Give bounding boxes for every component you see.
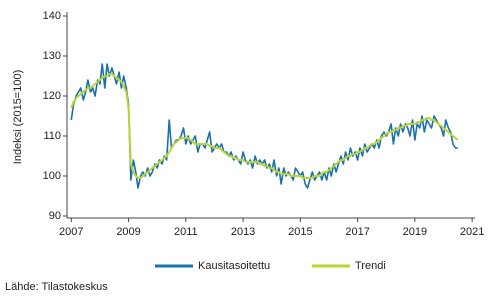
y-tick-label: 130 xyxy=(43,50,61,62)
x-tick-label: 2019 xyxy=(403,226,427,238)
y-tick-label: 90 xyxy=(49,210,61,222)
x-tick-label: 2015 xyxy=(288,226,312,238)
x-tick-label: 2013 xyxy=(231,226,255,238)
x-tick-label: 2021 xyxy=(460,226,484,238)
legend-label: Kausitasoitettu xyxy=(198,260,270,272)
y-tick-label: 120 xyxy=(43,90,61,102)
y-tick-label: 110 xyxy=(43,130,61,142)
x-tick-label: 2011 xyxy=(174,226,198,238)
x-tick-label: 2017 xyxy=(345,226,369,238)
y-tick-label: 100 xyxy=(43,170,61,182)
y-axis-label: Indeksi (2015=100) xyxy=(12,70,24,164)
x-tick-label: 2007 xyxy=(59,226,83,238)
series-line xyxy=(70,73,459,179)
series-line xyxy=(70,63,458,189)
source: Lähde: Tilastokeskus xyxy=(5,281,108,293)
x-tick-label: 2009 xyxy=(116,226,140,238)
legend-label: Trendi xyxy=(355,260,386,272)
y-tick-label: 140 xyxy=(43,10,61,22)
